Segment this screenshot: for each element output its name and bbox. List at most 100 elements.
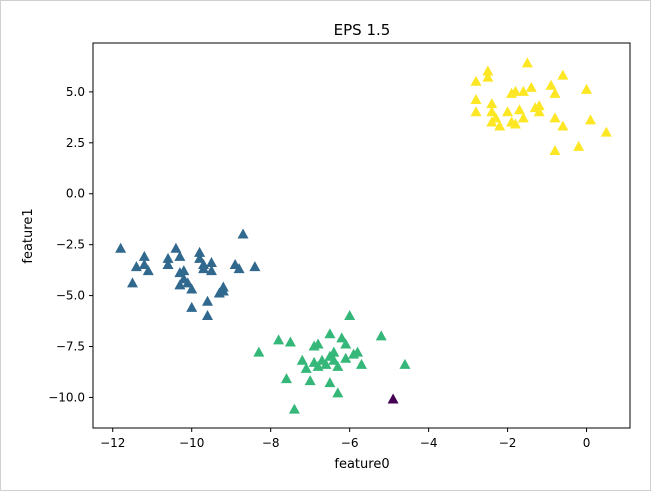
data-point-series-0-0 bbox=[387, 393, 399, 404]
y-tick-label: 5.0 bbox=[66, 85, 85, 99]
data-point-series-3-28 bbox=[557, 120, 569, 131]
data-point-series-1-0 bbox=[115, 242, 127, 253]
y-tick-label: −7.5 bbox=[56, 340, 85, 354]
data-point-series-2-22 bbox=[340, 338, 352, 349]
data-point-series-1-30 bbox=[237, 228, 249, 239]
data-point-series-3-1 bbox=[470, 94, 482, 105]
data-point-series-2-3 bbox=[284, 336, 296, 347]
data-point-series-2-6 bbox=[300, 362, 312, 373]
data-point-series-3-21 bbox=[533, 106, 545, 117]
data-point-series-1-3 bbox=[138, 250, 150, 261]
data-point-series-2-16 bbox=[324, 377, 336, 388]
data-point-series-1-5 bbox=[142, 265, 154, 276]
data-point-series-3-10 bbox=[502, 106, 514, 117]
data-point-series-2-27 bbox=[356, 358, 367, 369]
data-point-series-3-5 bbox=[486, 98, 498, 109]
data-point-series-2-10 bbox=[312, 338, 324, 349]
data-point-series-2-26 bbox=[352, 346, 364, 357]
data-point-series-2-1 bbox=[273, 334, 285, 345]
y-tick-label: −5.0 bbox=[56, 289, 85, 303]
y-tick-label: −2.5 bbox=[56, 238, 85, 252]
data-point-series-2-2 bbox=[280, 373, 292, 384]
data-point-series-1-16 bbox=[186, 301, 198, 312]
x-tick-label: −12 bbox=[100, 436, 125, 450]
y-tick-label: 0.0 bbox=[66, 187, 85, 201]
data-point-series-1-1 bbox=[126, 277, 138, 288]
data-point-series-3-26 bbox=[549, 144, 561, 155]
data-point-series-1-22 bbox=[202, 309, 214, 320]
data-point-series-1-15 bbox=[186, 283, 198, 294]
y-tick-label: 2.5 bbox=[66, 136, 85, 150]
data-point-series-3-13 bbox=[509, 85, 521, 96]
data-point-series-1-31 bbox=[249, 261, 261, 272]
data-point-series-2-7 bbox=[304, 375, 316, 386]
x-tick-label: 0 bbox=[583, 436, 591, 450]
data-point-series-1-9 bbox=[174, 250, 186, 261]
y-axis: −10.0 −7.5 −5.0 −2.5 0.0 2.5 5.0 bbox=[48, 85, 93, 404]
data-point-series-1-23 bbox=[205, 257, 217, 267]
data-point-series-1-12 bbox=[178, 265, 190, 276]
data-point-series-3-19 bbox=[525, 81, 537, 92]
data-point-series-1-17 bbox=[194, 246, 206, 257]
data-point-series-3-32 bbox=[600, 126, 612, 137]
data-point-series-3-14 bbox=[509, 118, 521, 129]
x-tick-label: −10 bbox=[179, 436, 204, 450]
data-point-series-1-29 bbox=[233, 263, 245, 274]
data-point-series-2-24 bbox=[344, 309, 356, 320]
data-point-series-2-28 bbox=[375, 330, 387, 341]
y-axis-label: feature1 bbox=[21, 208, 36, 263]
x-axis: −12 −10 −8 −6 −4 −2 0 bbox=[100, 428, 590, 450]
data-points bbox=[115, 57, 612, 414]
data-point-series-1-2 bbox=[130, 261, 142, 272]
data-point-series-2-0 bbox=[253, 346, 265, 357]
data-point-series-2-17 bbox=[328, 346, 340, 357]
data-point-series-2-4 bbox=[288, 403, 300, 414]
data-point-series-2-21 bbox=[336, 332, 348, 343]
data-point-series-1-4 bbox=[138, 259, 150, 270]
data-point-series-2-23 bbox=[340, 352, 352, 363]
chart-title: EPS 1.5 bbox=[334, 21, 391, 39]
data-point-series-3-15 bbox=[513, 104, 525, 115]
data-point-series-3-17 bbox=[517, 112, 529, 123]
data-point-series-2-13 bbox=[320, 358, 332, 369]
x-tick-label: −4 bbox=[420, 436, 438, 450]
plot-area-frame bbox=[92, 42, 631, 429]
data-point-series-2-29 bbox=[399, 358, 411, 369]
data-point-series-1-21 bbox=[202, 295, 214, 306]
data-point-series-2-18 bbox=[328, 354, 340, 365]
data-point-series-1-14 bbox=[182, 277, 194, 288]
data-point-series-3-22 bbox=[533, 100, 545, 111]
x-tick-label: −2 bbox=[499, 436, 517, 450]
x-axis-label: feature0 bbox=[334, 457, 389, 472]
data-point-series-2-19 bbox=[332, 360, 344, 371]
data-point-series-3-18 bbox=[521, 57, 533, 68]
data-point-series-1-8 bbox=[170, 242, 182, 253]
data-point-series-3-2 bbox=[470, 106, 482, 117]
data-point-series-3-0 bbox=[470, 75, 482, 86]
data-point-series-3-30 bbox=[581, 83, 593, 94]
data-point-series-1-24 bbox=[205, 265, 217, 276]
data-point-series-2-20 bbox=[332, 387, 344, 398]
x-tick-label: −8 bbox=[262, 436, 280, 450]
data-point-series-2-5 bbox=[296, 354, 308, 365]
data-point-series-3-23 bbox=[545, 79, 557, 90]
data-point-series-3-27 bbox=[557, 69, 569, 80]
y-tick-label: −10.0 bbox=[48, 390, 85, 404]
data-point-series-2-14 bbox=[324, 328, 336, 339]
data-point-series-3-3 bbox=[482, 71, 494, 82]
data-point-series-1-18 bbox=[194, 252, 206, 263]
data-point-series-1-6 bbox=[162, 259, 174, 270]
data-point-series-3-25 bbox=[549, 112, 561, 123]
data-point-series-3-8 bbox=[490, 112, 502, 123]
data-point-series-1-27 bbox=[217, 285, 229, 296]
data-point-series-3-4 bbox=[482, 65, 494, 76]
data-point-series-3-9 bbox=[494, 120, 506, 131]
data-point-series-3-29 bbox=[573, 140, 585, 151]
data-point-series-3-31 bbox=[585, 114, 597, 125]
data-point-series-3-16 bbox=[517, 85, 529, 96]
data-point-series-1-7 bbox=[162, 252, 174, 263]
x-tick-label: −6 bbox=[341, 436, 359, 450]
data-point-series-3-24 bbox=[549, 87, 561, 98]
